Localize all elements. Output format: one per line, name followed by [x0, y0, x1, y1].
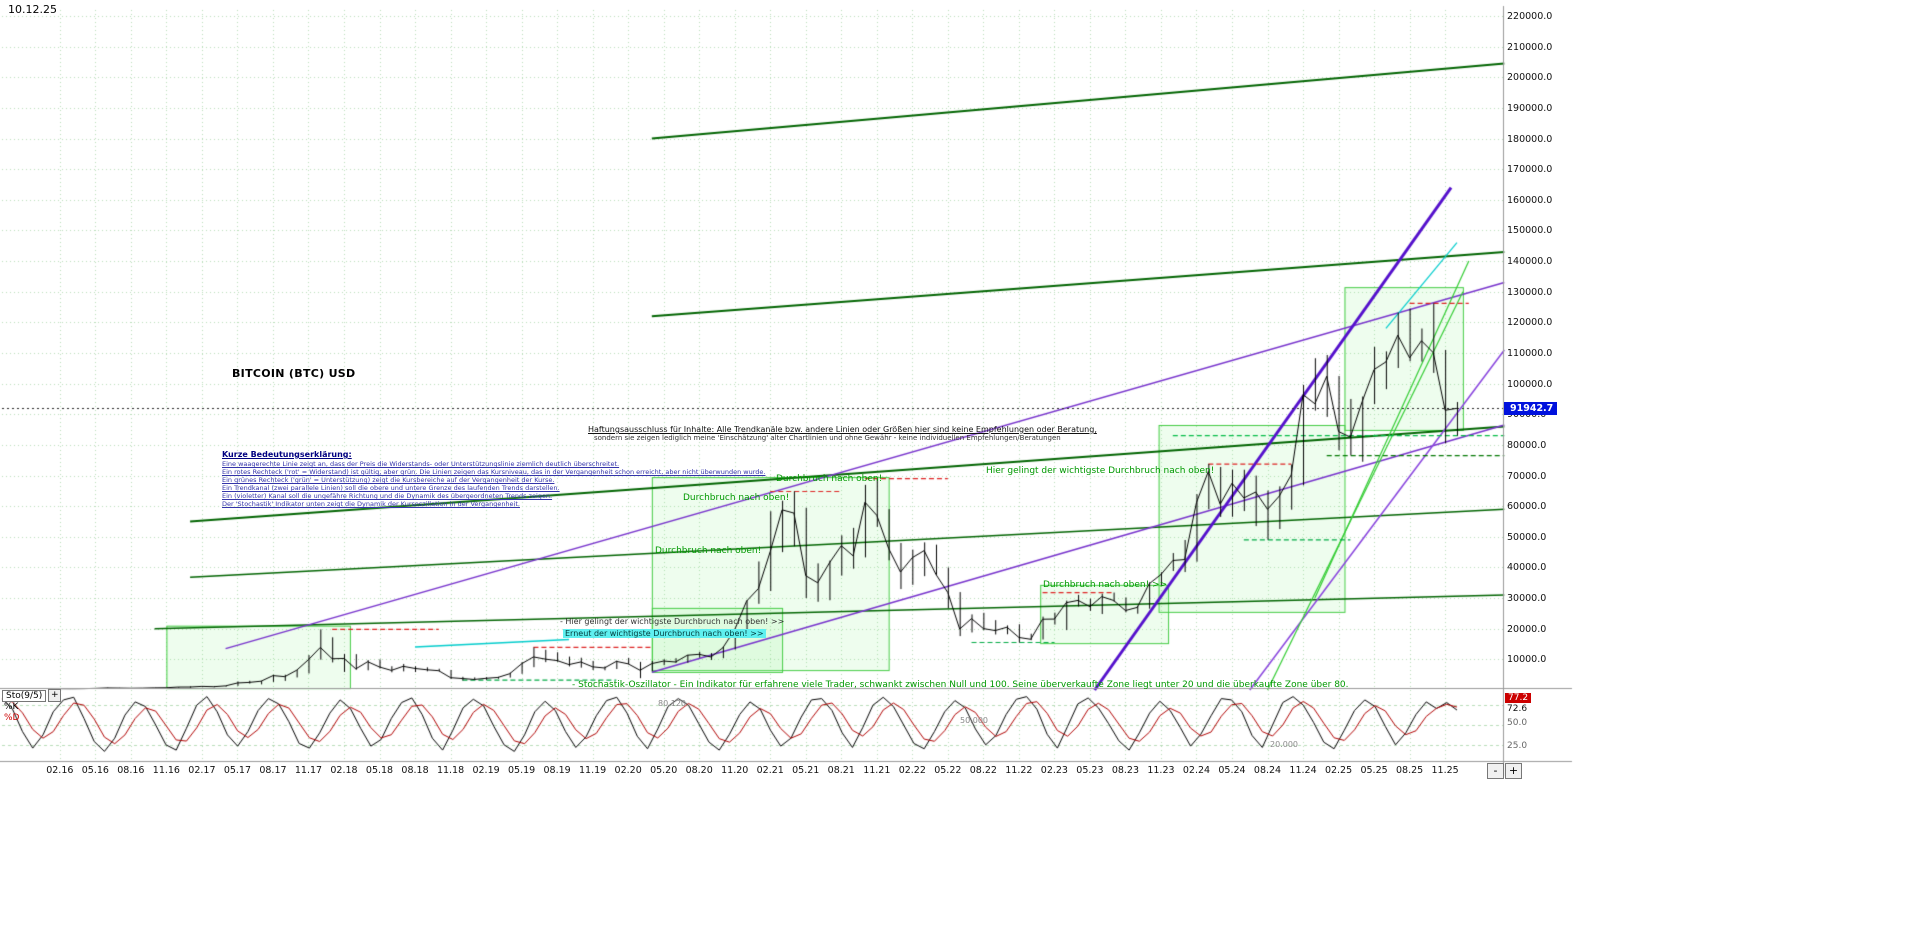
time-axis-label: 11.21	[863, 765, 891, 776]
time-axis-label: 11.24	[1289, 765, 1317, 776]
time-axis-label: 02.16	[46, 765, 74, 776]
zoom-in-button[interactable]: +	[1505, 763, 1522, 779]
price-axis-label: 190000.0	[1507, 102, 1553, 114]
time-axis-label: 02.21	[756, 765, 784, 776]
date-label: 10.12.25	[8, 3, 57, 16]
stoch-scale-50: 50.0	[1507, 718, 1528, 728]
price-axis-label: 120000.0	[1507, 317, 1553, 329]
time-axis-label: 02.18	[330, 765, 358, 776]
price-axis-label: 220000.0	[1507, 11, 1553, 22]
legend-line: Ein grünes Rechteck ('grün' = Unterstütz…	[222, 476, 555, 484]
price-axis-label: 200000.0	[1507, 72, 1553, 84]
time-axis-label: 02.24	[1182, 765, 1211, 776]
stoch-scale-25: 25.0	[1507, 741, 1528, 751]
time-axis-label: 02.23	[1040, 765, 1068, 776]
time-axis-label: 08.17	[259, 765, 287, 776]
chart-annotation: Durchbruch nach oben! >>	[1043, 580, 1168, 590]
disclaimer-line-2: sondern sie zeigen lediglich meine 'Eins…	[594, 434, 1061, 442]
chart-annotation: Durchbruch nach oben!	[683, 493, 790, 503]
legend-title: Kurze Bedeutungserklärung:	[222, 450, 352, 459]
stoch-level-label: 50.000	[960, 716, 988, 725]
time-axis-label: 05.16	[81, 765, 109, 776]
price-axis-label: 160000.0	[1507, 194, 1553, 206]
stoch-d-label: %D	[4, 713, 20, 723]
time-axis-label: 05.22	[934, 765, 962, 776]
time-axis-label: 08.23	[1111, 765, 1140, 776]
time-axis-label: 08.19	[543, 765, 571, 776]
time-axis-label: 11.20	[721, 765, 749, 776]
price-axis-label: 10000.0	[1507, 654, 1547, 666]
time-axis-label: 08.20	[685, 765, 713, 776]
time-axis-label: 05.17	[223, 765, 252, 776]
time-axis-label: 11.23	[1147, 765, 1175, 776]
legend-line: Eine waagerechte Linie zeigt an, dass de…	[222, 460, 620, 468]
price-axis-label: 180000.0	[1507, 133, 1553, 145]
price-axis-label: 110000.0	[1507, 348, 1553, 359]
time-axis-label: 08.24	[1253, 765, 1282, 776]
price-axis-label: 170000.0	[1507, 164, 1553, 176]
chart-symbol-title: BITCOIN (BTC) USD	[232, 367, 356, 380]
legend-line: Ein rotes Rechteck ('rot' = Widerstand) …	[222, 468, 766, 476]
time-axis-label: 08.18	[401, 765, 429, 776]
time-axis-label: 05.18	[365, 765, 394, 776]
chart-annotation: - Stochastik-Oszillator - Ein Indikator …	[572, 680, 1349, 690]
chart-annotation: - Hier gelingt der wichtigste Durchbruch…	[560, 617, 785, 626]
time-axis-label: 11.25	[1431, 765, 1459, 776]
price-axis-label: 70000.0	[1507, 470, 1547, 482]
legend-line: Ein Trendkanal (zwei parallele Linien) s…	[222, 484, 560, 492]
price-axis-label: 50000.0	[1507, 531, 1547, 543]
time-axis-label: 05.20	[650, 765, 678, 776]
stoch-k-value: 72.6	[1507, 704, 1528, 714]
time-axis-label: 02.19	[472, 765, 500, 776]
price-axis-label: 20000.0	[1507, 623, 1547, 635]
time-axis-label: 11.22	[1005, 765, 1033, 776]
stoch-level-label: 20.000	[1270, 740, 1298, 749]
price-axis-label: 30000.0	[1507, 593, 1547, 605]
oscillator-name-label[interactable]: Sto(9/5)	[2, 689, 47, 702]
time-axis-label: 05.19	[507, 765, 536, 776]
time-axis-label: 11.19	[579, 765, 607, 776]
oscillator-expand-button[interactable]: +	[48, 689, 62, 702]
time-axis-label: 05.24	[1218, 765, 1246, 776]
oscillator-header: Sto(9/5) +	[2, 689, 62, 702]
current-price-marker: 91942.7	[1504, 402, 1558, 416]
time-axis-label: 08.25	[1395, 765, 1424, 776]
chart-annotation: Durchbruch nach oben!	[655, 546, 762, 556]
chart-annotation: Erneut der wichtigste Durchbruch nach ob…	[563, 629, 766, 638]
price-axis-label: 40000.0	[1507, 562, 1547, 574]
chart-annotation: Hier gelingt der wichtigste Durchbruch n…	[986, 466, 1215, 476]
time-axis-label: 11.18	[436, 765, 465, 776]
time-axis-label: 08.21	[827, 765, 855, 776]
time-axis-label: 02.22	[898, 765, 926, 776]
chart-annotation: Durchbruch nach oben!	[776, 474, 883, 484]
time-axis-label: 11.16	[152, 765, 180, 776]
legend-block: Kurze Bedeutungserklärung: Eine waagerec…	[222, 450, 766, 508]
time-axis-label: 05.21	[792, 765, 820, 776]
zoom-out-button[interactable]: -	[1487, 763, 1504, 779]
disclaimer-line-1: Haftungsausschluss für Inhalte: Alle Tre…	[588, 425, 1097, 434]
time-axis-label: 05.25	[1360, 765, 1388, 776]
time-axis-label: 11.17	[294, 765, 323, 776]
stoch-d-value-badge: 77.2	[1505, 693, 1532, 703]
price-axis-label: 130000.0	[1507, 286, 1553, 298]
price-axis-label: 150000.0	[1507, 225, 1553, 237]
price-axis-label: 210000.0	[1507, 41, 1553, 53]
legend-line: Ein (violetter) Kanal soll die ungefähre…	[222, 492, 553, 500]
time-axis-label: 05.23	[1076, 765, 1104, 776]
stoch-level-label: 80.120	[658, 699, 686, 708]
time-axis-label: 08.16	[117, 765, 145, 776]
stoch-k-label: %K	[4, 702, 19, 712]
time-axis-label: 02.17	[188, 765, 216, 776]
legend-lines: Eine waagerechte Linie zeigt an, dass de…	[222, 460, 766, 508]
price-axis-label: 140000.0	[1507, 256, 1553, 268]
price-axis-label: 60000.0	[1507, 501, 1547, 513]
time-axis-label: 02.25	[1324, 765, 1353, 776]
price-axis-label: 100000.0	[1507, 378, 1553, 390]
price-axis-label: 80000.0	[1507, 439, 1547, 451]
time-axis-label: 08.22	[969, 765, 997, 776]
legend-line: Der 'Stochastik' Indikator unten zeigt d…	[222, 500, 520, 508]
time-axis-label: 02.20	[614, 765, 642, 776]
